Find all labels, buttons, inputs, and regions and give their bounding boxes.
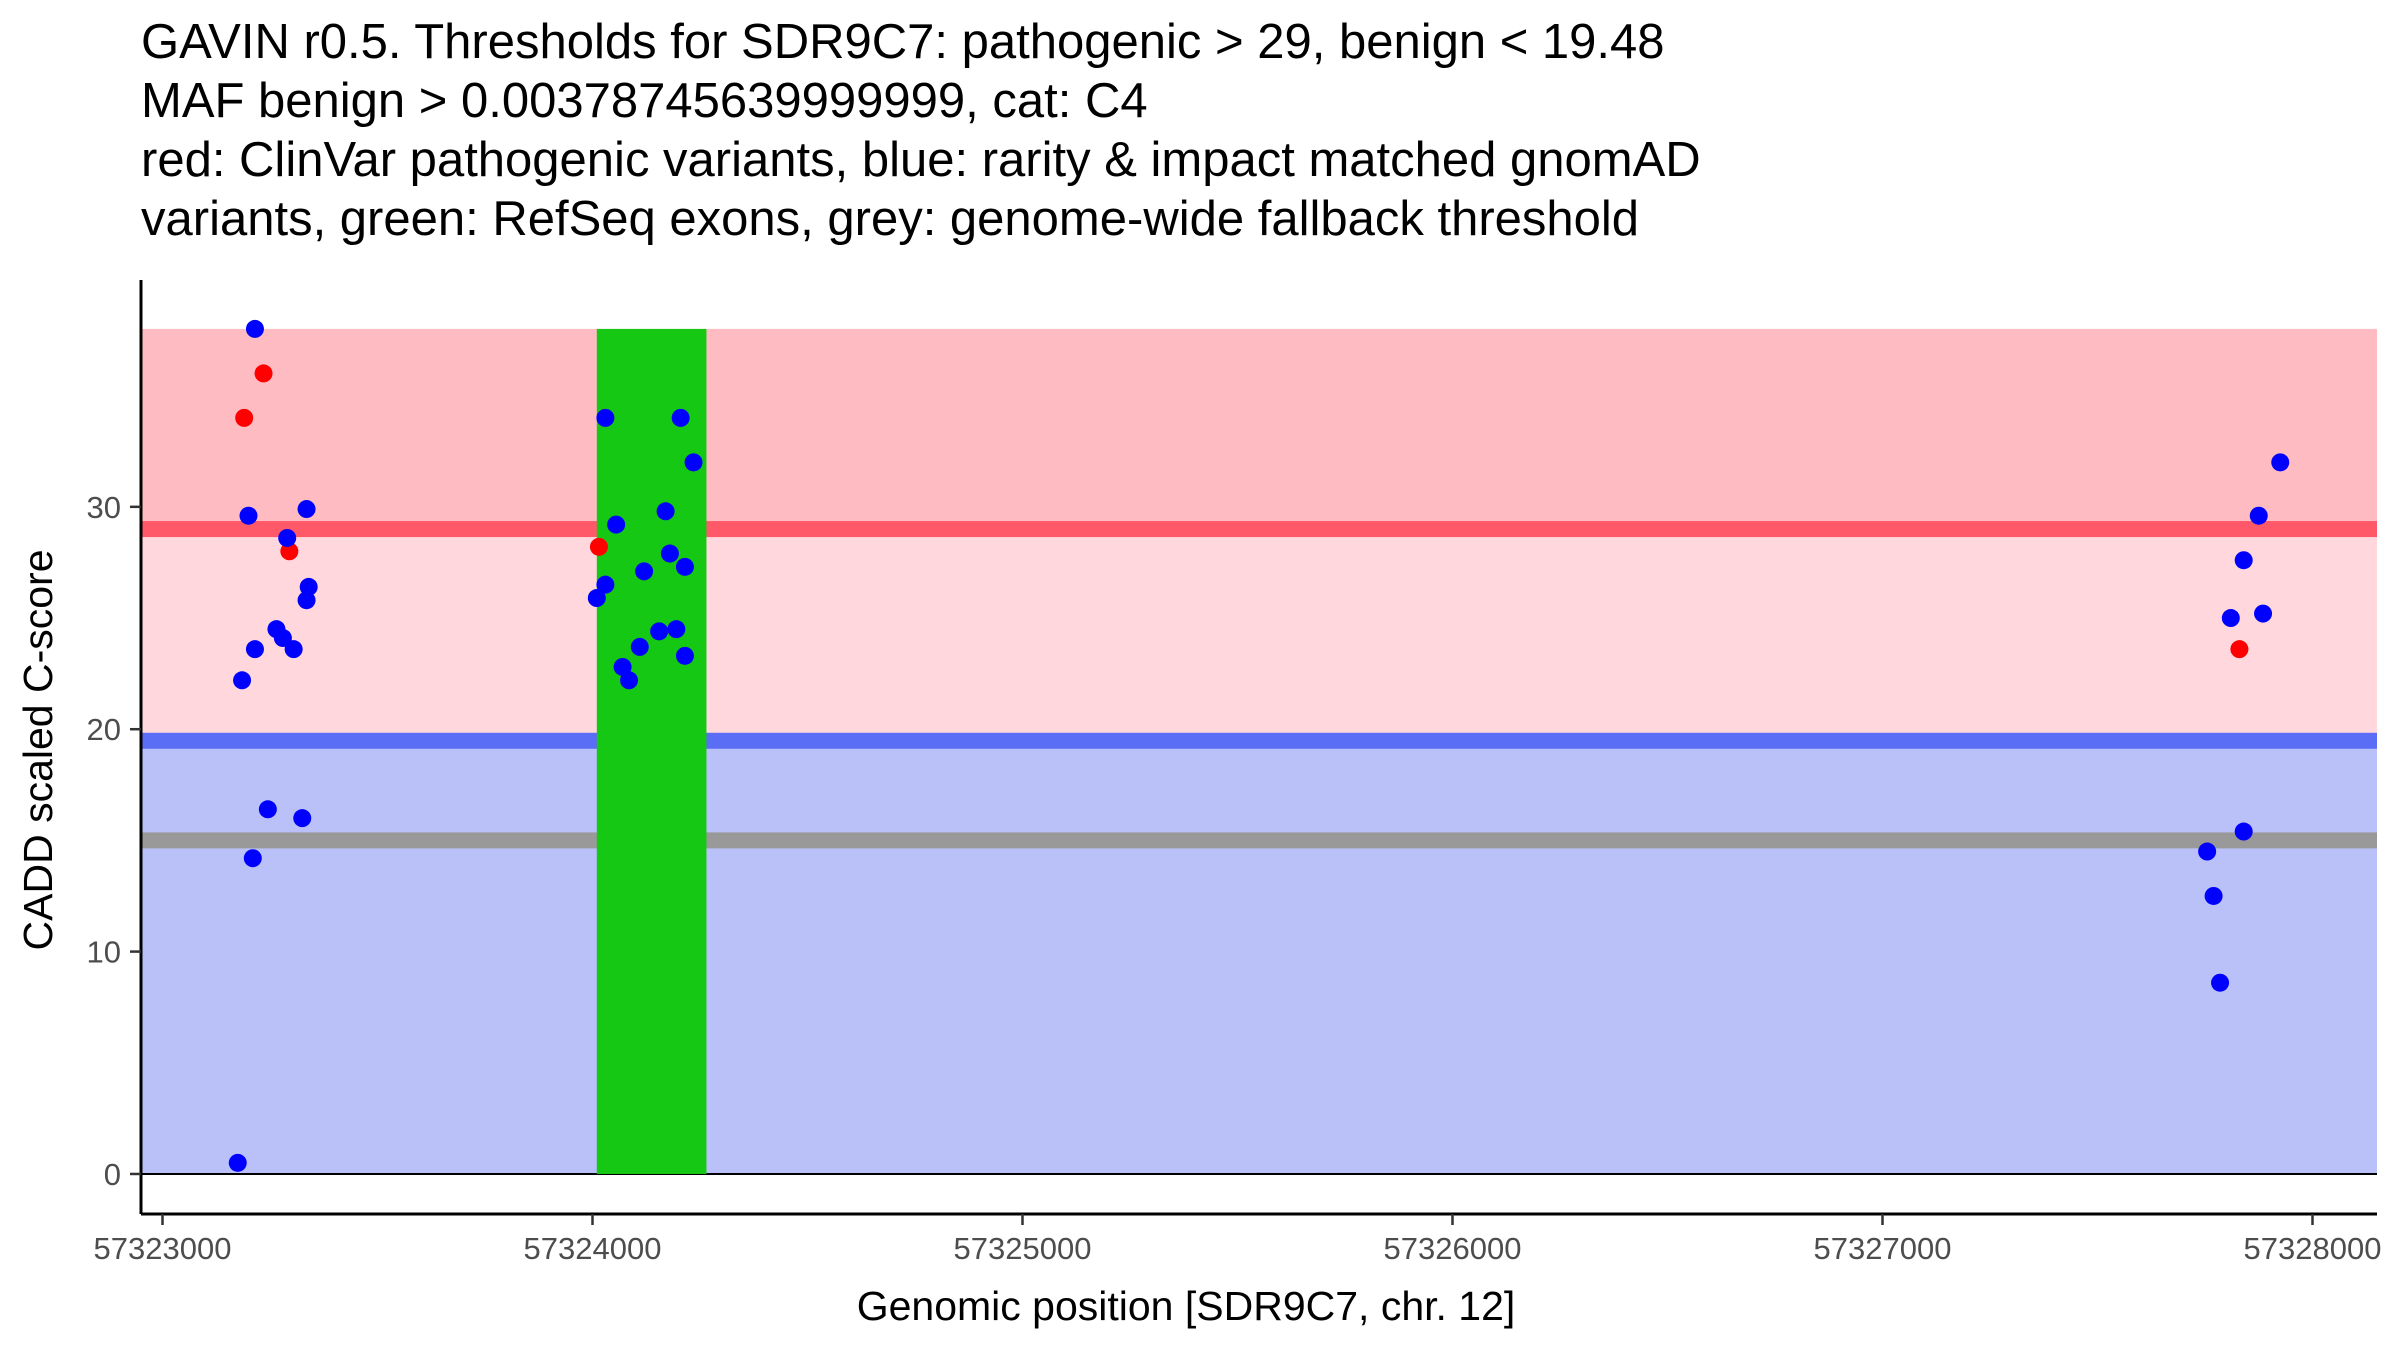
gnomad-variant-point bbox=[2249, 506, 2268, 525]
fallback-threshold-line bbox=[141, 832, 2377, 849]
x-axis-title: Genomic position [SDR9C7, chr. 12] bbox=[857, 1283, 1516, 1329]
pathogenic-band bbox=[141, 328, 2377, 530]
gnomad-variant-point bbox=[587, 589, 606, 608]
gnomad-variant-point bbox=[596, 575, 615, 594]
y-tick-label: 30 bbox=[87, 490, 121, 525]
gnomad-variant-point bbox=[2234, 822, 2253, 841]
gnomad-variant-point bbox=[684, 453, 703, 472]
clinvar-variant-point bbox=[254, 364, 273, 383]
gnomad-variant-point bbox=[2221, 609, 2240, 628]
gnomad-variant-point bbox=[297, 500, 316, 519]
gnomad-variant-point bbox=[630, 637, 649, 656]
gnomad-variant-point bbox=[284, 640, 303, 659]
chart-title: GAVIN r0.5. Thresholds for SDR9C7: patho… bbox=[141, 15, 1701, 246]
gnomad-variant-point bbox=[675, 557, 694, 576]
gnomad-variant-point bbox=[607, 515, 626, 534]
gnomad-variant-point bbox=[293, 809, 312, 828]
gnomad-variant-point bbox=[660, 544, 679, 563]
gnomad-variant-point bbox=[245, 319, 264, 338]
clinvar-variant-point bbox=[589, 537, 608, 556]
variant-points bbox=[228, 319, 2290, 1172]
y-tick-label: 0 bbox=[104, 1157, 121, 1192]
gnomad-variant-point bbox=[671, 408, 690, 427]
gnomad-variant-point bbox=[635, 562, 654, 581]
threshold-bands bbox=[141, 328, 2377, 1174]
x-tick-label: 57324000 bbox=[524, 1231, 662, 1266]
gnomad-variant-point bbox=[243, 849, 262, 868]
benign-threshold-line bbox=[141, 732, 2377, 749]
intermediate-band bbox=[141, 529, 2377, 741]
x-tick-label: 57325000 bbox=[954, 1231, 1092, 1266]
gnomad-variant-point bbox=[299, 577, 318, 596]
clinvar-variant-point bbox=[2230, 640, 2249, 659]
chart-title-line: MAF benign > 0.00378745639999999, cat: C… bbox=[141, 74, 1148, 128]
gnomad-variant-point bbox=[245, 640, 264, 659]
gnomad-variant-point bbox=[613, 657, 632, 676]
exon-rect bbox=[596, 328, 707, 1174]
chart-title-line: red: ClinVar pathogenic variants, blue: … bbox=[141, 133, 1701, 187]
gnomad-variant-point bbox=[667, 620, 686, 639]
gnomad-variant-point bbox=[258, 800, 277, 819]
benign-band bbox=[141, 740, 2377, 1174]
gnomad-variant-point bbox=[297, 591, 316, 610]
y-axis-title: CADD scaled C-score bbox=[15, 550, 61, 951]
x-tick-label: 57323000 bbox=[94, 1231, 232, 1266]
chart-title-line: variants, green: RefSeq exons, grey: gen… bbox=[141, 192, 1639, 246]
gnomad-variant-point bbox=[239, 506, 258, 525]
y-tick-label: 10 bbox=[87, 935, 121, 970]
gnomad-variant-point bbox=[273, 629, 292, 648]
gnomad-variant-point bbox=[656, 502, 675, 521]
y-tick-label: 20 bbox=[87, 712, 121, 747]
x-tick-label: 57326000 bbox=[1384, 1231, 1522, 1266]
exon-regions bbox=[596, 328, 707, 1174]
gnomad-variant-point bbox=[2271, 453, 2290, 472]
gnomad-variant-point bbox=[228, 1153, 247, 1172]
clinvar-variant-point bbox=[235, 408, 254, 427]
gnomad-variant-point bbox=[2204, 886, 2223, 905]
axes: 0 10 20 30 57323000 57324000 57325000 57326000 5… bbox=[87, 280, 2382, 1266]
gnomad-variant-point bbox=[650, 622, 669, 641]
chart-title-line: GAVIN r0.5. Thresholds for SDR9C7: patho… bbox=[141, 15, 1665, 69]
x-tick-label: 57327000 bbox=[1814, 1231, 1952, 1266]
gnomad-variant-point bbox=[620, 671, 639, 690]
clinvar-variant-point bbox=[280, 542, 299, 561]
gnomad-variant-point bbox=[278, 528, 297, 547]
gnomad-variant-point bbox=[675, 646, 694, 665]
gnomad-variant-point bbox=[2211, 973, 2230, 992]
x-tick-label: 57328000 bbox=[2244, 1231, 2382, 1266]
gnomad-variant-point bbox=[2198, 842, 2217, 861]
gnomad-variant-point bbox=[2254, 604, 2273, 623]
gnomad-variant-point bbox=[233, 671, 252, 690]
pathogenic-threshold-line bbox=[141, 521, 2377, 538]
gnomad-variant-point bbox=[2234, 551, 2253, 570]
gnomad-variant-point bbox=[596, 408, 615, 427]
